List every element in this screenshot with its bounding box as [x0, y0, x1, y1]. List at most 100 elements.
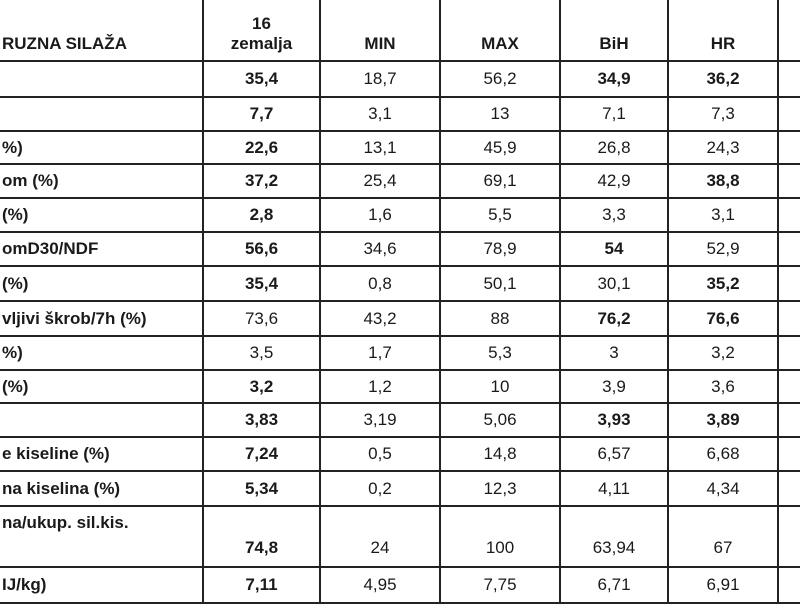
cell	[777, 60, 800, 98]
row-label: (%)	[0, 369, 204, 404]
cell	[777, 369, 800, 404]
cell	[777, 96, 800, 132]
cell	[777, 265, 800, 302]
table-row: IJ/kg) 7,11 4,95 7,75 6,71 6,91	[0, 566, 800, 604]
table-row: na kiselina (%) 5,34 0,2 12,3 4,11 4,34	[0, 470, 800, 507]
row-label: (%)	[0, 265, 204, 302]
value-cell: 3,93	[559, 402, 669, 438]
cell	[777, 436, 800, 472]
value-cell: 1,2	[319, 369, 441, 404]
cell	[777, 197, 800, 233]
value-cell: 78,9	[439, 231, 561, 267]
row-label	[0, 402, 204, 438]
value-cell: 7,1	[559, 96, 669, 132]
value-cell: 35,4	[202, 265, 321, 302]
value-cell: 3	[559, 335, 669, 371]
value-cell: 3,1	[319, 96, 441, 132]
value-cell: 5,34	[202, 470, 321, 507]
value-cell: 2,8	[202, 197, 321, 233]
row-label: vljivi škrob/7h (%)	[0, 300, 204, 337]
value-cell: 56,2	[439, 60, 561, 98]
header-row: RUZNA SILAŽA 16 zemalja MIN MAX BiH HR	[0, 0, 800, 62]
value-cell: 25,4	[319, 163, 441, 199]
column-header: RUZNA SILAŽA	[0, 0, 204, 62]
cell	[777, 0, 800, 62]
value-cell: 0,2	[319, 470, 441, 507]
value-cell: 7,24	[202, 436, 321, 472]
cell	[777, 300, 800, 337]
value-cell: 36,2	[667, 60, 779, 98]
column-header: MAX	[439, 0, 561, 62]
value-cell: 13	[439, 96, 561, 132]
cell	[777, 130, 800, 165]
value-cell: 0,8	[319, 265, 441, 302]
value-cell: 7,7	[202, 96, 321, 132]
value-cell: 3,89	[667, 402, 779, 438]
table-row: (%) 35,4 0,8 50,1 30,1 35,2	[0, 265, 800, 302]
column-header: BiH	[559, 0, 669, 62]
table-row: vljivi škrob/7h (%) 73,6 43,2 88 76,2 76,6	[0, 300, 800, 337]
value-cell: 37,2	[202, 163, 321, 199]
cell	[777, 231, 800, 267]
value-cell: 35,4	[202, 60, 321, 98]
value-cell: 13,1	[319, 130, 441, 165]
table-row: 3,83 3,19 5,06 3,93 3,89	[0, 402, 800, 438]
value-cell: 76,2	[559, 300, 669, 337]
table-row: (%) 3,2 1,2 10 3,9 3,6	[0, 369, 800, 404]
row-label	[0, 60, 204, 98]
row-label: na kiselina (%)	[0, 470, 204, 507]
value-cell: 7,11	[202, 566, 321, 604]
row-label	[0, 96, 204, 132]
value-cell: 3,19	[319, 402, 441, 438]
table-row: omD30/NDF 56,6 34,6 78,9 54 52,9	[0, 231, 800, 267]
value-cell: 88	[439, 300, 561, 337]
value-cell: 38,8	[667, 163, 779, 199]
value-cell: 63,94	[559, 505, 669, 568]
value-cell: 6,71	[559, 566, 669, 604]
row-label: %)	[0, 335, 204, 371]
value-cell: 43,2	[319, 300, 441, 337]
value-cell: 76,6	[667, 300, 779, 337]
value-cell: 3,2	[667, 335, 779, 371]
value-cell: 24	[319, 505, 441, 568]
value-cell: 26,8	[559, 130, 669, 165]
value-cell: 7,3	[667, 96, 779, 132]
cell	[777, 505, 800, 568]
value-cell: 5,06	[439, 402, 561, 438]
table-row: om (%) 37,2 25,4 69,1 42,9 38,8	[0, 163, 800, 199]
value-cell: 5,3	[439, 335, 561, 371]
column-header: MIN	[319, 0, 441, 62]
value-cell: 0,5	[319, 436, 441, 472]
table-row: (%) 2,8 1,6 5,5 3,3 3,1	[0, 197, 800, 233]
table-row: 35,4 18,7 56,2 34,9 36,2	[0, 60, 800, 98]
cell	[777, 566, 800, 604]
value-cell: 42,9	[559, 163, 669, 199]
value-cell: 4,11	[559, 470, 669, 507]
value-cell: 56,6	[202, 231, 321, 267]
value-cell: 3,83	[202, 402, 321, 438]
value-cell: 1,7	[319, 335, 441, 371]
cell	[777, 402, 800, 438]
value-cell: 54	[559, 231, 669, 267]
value-cell: 4,34	[667, 470, 779, 507]
row-label: %)	[0, 130, 204, 165]
value-cell: 18,7	[319, 60, 441, 98]
value-cell: 52,9	[667, 231, 779, 267]
cell	[777, 470, 800, 507]
cell	[777, 163, 800, 199]
value-cell: 30,1	[559, 265, 669, 302]
value-cell: 3,9	[559, 369, 669, 404]
column-header: HR	[667, 0, 779, 62]
value-cell: 7,75	[439, 566, 561, 604]
table-row: %) 3,5 1,7 5,3 3 3,2	[0, 335, 800, 371]
value-cell: 6,68	[667, 436, 779, 472]
cell	[777, 335, 800, 371]
value-cell: 73,6	[202, 300, 321, 337]
value-cell: 34,6	[319, 231, 441, 267]
value-cell: 3,5	[202, 335, 321, 371]
value-cell: 4,95	[319, 566, 441, 604]
value-cell: 45,9	[439, 130, 561, 165]
value-cell: 1,6	[319, 197, 441, 233]
value-cell: 12,3	[439, 470, 561, 507]
